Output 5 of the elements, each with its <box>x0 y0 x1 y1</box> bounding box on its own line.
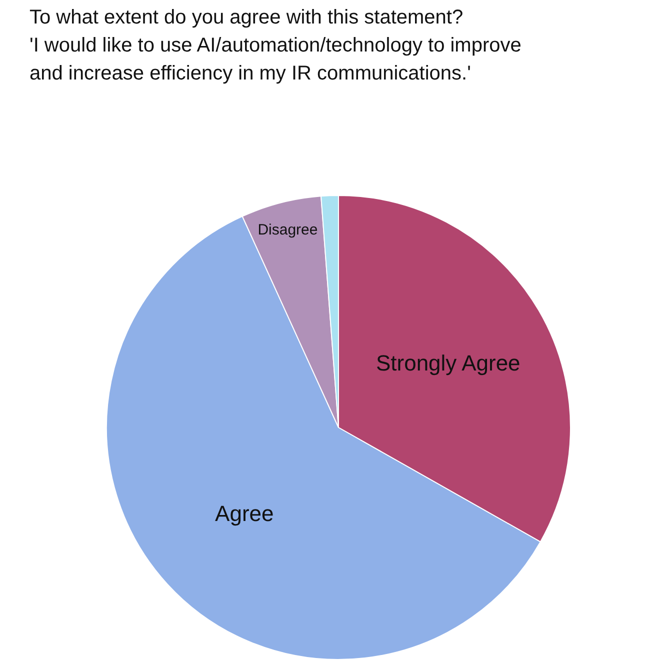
slice-label: Disagree <box>258 221 318 238</box>
slice-label: Agree <box>215 501 274 526</box>
slice-label: Strongly Agree <box>376 350 520 376</box>
chart-title: To what extent do you agree with this statement? <box>30 6 464 28</box>
chart-subtitle: 'I would like to use AI/automation/technology to improve and increase efficiency in my IR communications.' <box>30 34 522 84</box>
